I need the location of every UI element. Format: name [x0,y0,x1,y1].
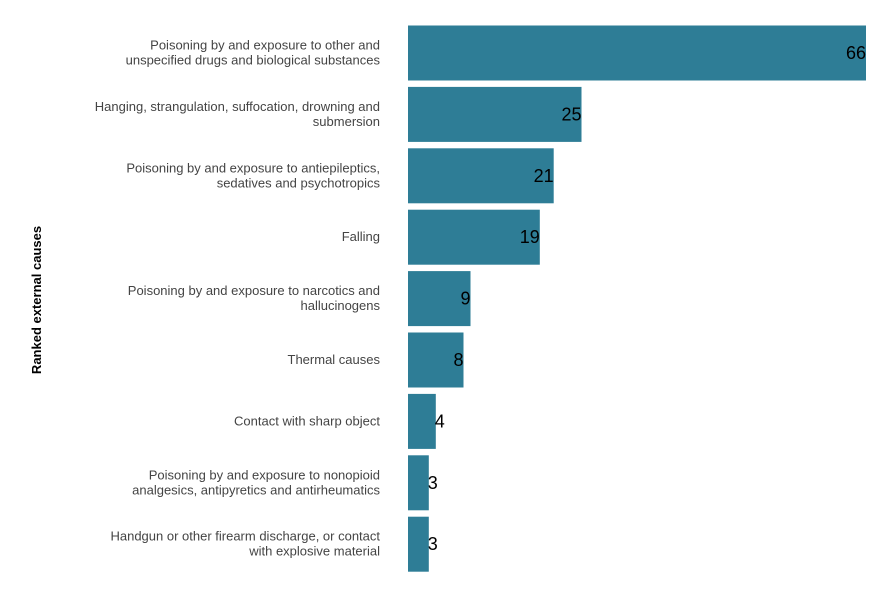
bar [408,25,866,81]
bar [408,148,554,204]
bar [408,86,582,142]
category-label: Poisoning by and exposure to nonopioid an… [132,467,380,497]
bar-value-label: 25 [561,104,581,124]
category-label-line: with explosive material [248,544,380,559]
category-label-line: hallucinogens [300,298,380,313]
category-label-line: Thermal causes [288,352,381,367]
category-label-line: Poisoning by and exposure to nonopioid [149,467,380,482]
bar [408,393,436,449]
bar-value-label: 66 [846,43,866,63]
category-label: Contact with sharp object [234,413,380,428]
category-label-line: Contact with sharp object [234,413,380,428]
category-label: Thermal causes [288,352,381,367]
bar [408,455,429,511]
value-labels-group: 66 25 21 19 9 8 4 3 3 [428,43,866,554]
bar-value-label: 8 [453,350,463,370]
bar [408,271,471,327]
category-label: Poisoning by and exposure to antiepilept… [126,160,380,190]
category-label-line: sedatives and psychotropics [217,175,381,190]
category-label: Poisoning by and exposure to narcotics a… [128,283,381,313]
category-label-line: unspecified drugs and biological substan… [126,53,381,68]
category-labels-group: Poisoning by and exposure to other and un… [95,38,381,559]
bar-value-label: 21 [534,166,554,186]
category-label-line: Handgun or other firearm discharge, or c… [110,529,380,544]
category-label: Poisoning by and exposure to other and un… [126,38,381,68]
category-label: Hanging, strangulation, suffocation, dro… [95,99,380,129]
category-label-line: Poisoning by and exposure to other and [150,38,380,53]
category-label-line: submersion [313,114,380,129]
category-label-line: analgesics, antipyretics and antirheumat… [132,482,380,497]
category-label: Handgun or other firearm discharge, or c… [110,529,380,559]
category-label-line: Poisoning by and exposure to antiepilept… [126,160,380,175]
bar [408,516,429,572]
category-label-line: Falling [342,229,380,244]
bar [408,332,464,388]
category-label: Falling [342,229,380,244]
bar-value-label: 3 [428,473,438,493]
bars-group [408,25,866,572]
y-axis-title: Ranked external causes [29,226,44,374]
bar-value-label: 3 [428,534,438,554]
category-label-line: Hanging, strangulation, suffocation, dro… [95,99,380,114]
bar-value-label: 19 [520,227,540,247]
bar-value-label: 9 [460,289,470,309]
bar [408,209,540,265]
bar-value-label: 4 [435,411,445,431]
category-label-line: Poisoning by and exposure to narcotics a… [128,283,380,298]
